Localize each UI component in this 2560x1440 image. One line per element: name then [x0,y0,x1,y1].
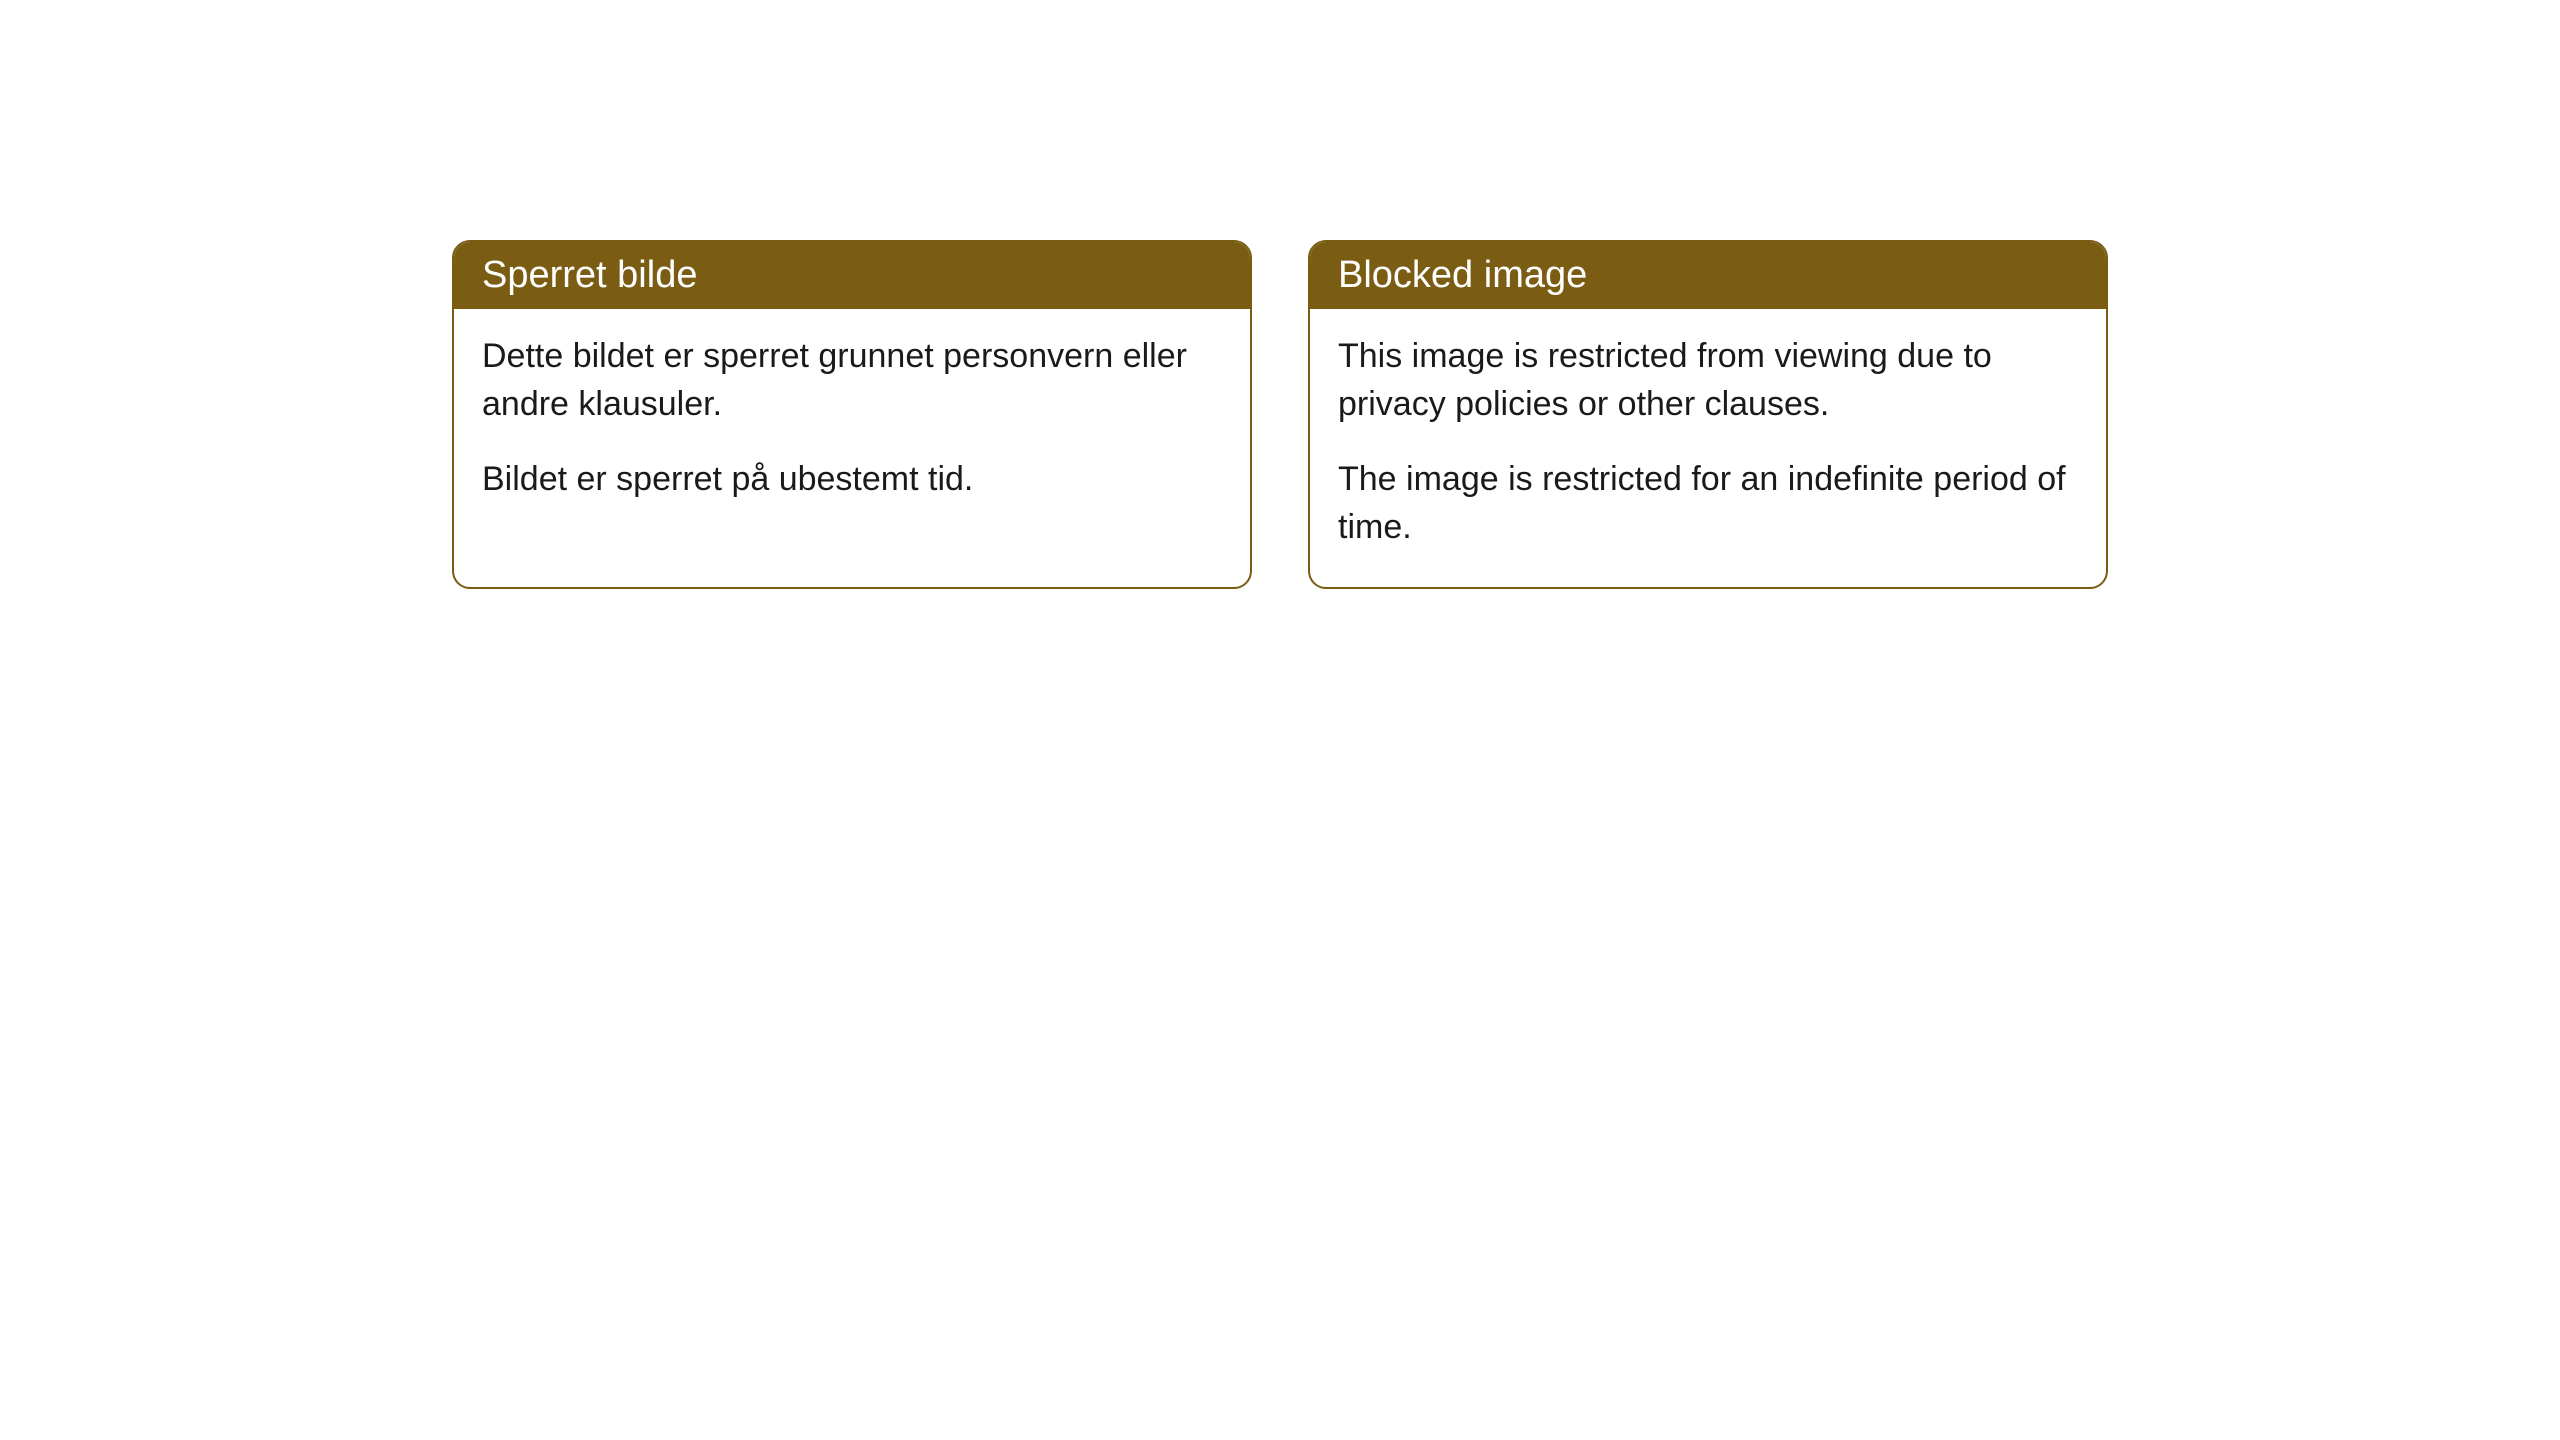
notice-cards-container: Sperret bilde Dette bildet er sperret gr… [452,240,2108,589]
notice-card-english: Blocked image This image is restricted f… [1308,240,2108,589]
card-paragraph: Dette bildet er sperret grunnet personve… [482,333,1222,428]
card-paragraph: The image is restricted for an indefinit… [1338,456,2078,551]
notice-card-norwegian: Sperret bilde Dette bildet er sperret gr… [452,240,1252,589]
card-body-norwegian: Dette bildet er sperret grunnet personve… [454,309,1250,540]
card-paragraph: Bildet er sperret på ubestemt tid. [482,456,1222,504]
card-paragraph: This image is restricted from viewing du… [1338,333,2078,428]
card-header-english: Blocked image [1310,242,2106,309]
card-body-english: This image is restricted from viewing du… [1310,309,2106,587]
card-header-norwegian: Sperret bilde [454,242,1250,309]
